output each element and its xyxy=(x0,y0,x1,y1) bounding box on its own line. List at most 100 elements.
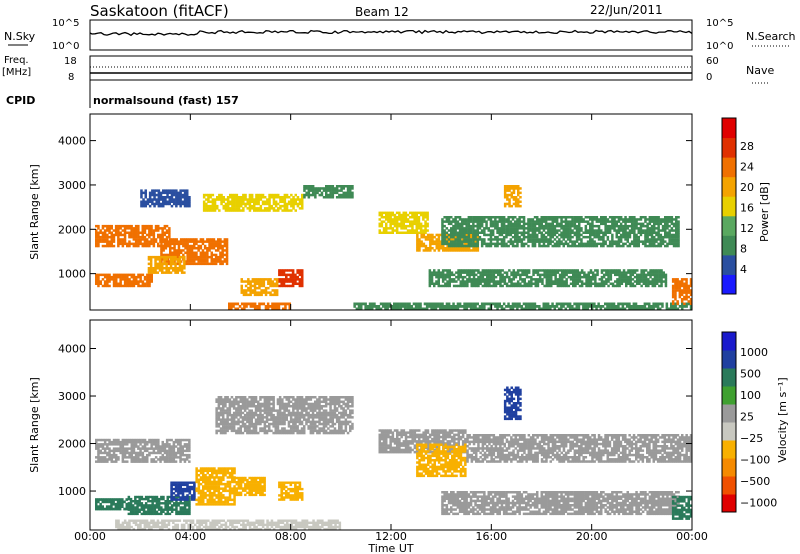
heatmap-cell xyxy=(619,238,623,241)
heatmap-cell xyxy=(656,305,660,308)
heatmap-cell xyxy=(448,273,451,277)
heatmap-cell xyxy=(176,269,179,272)
heatmap-cell xyxy=(206,498,209,502)
heatmap-cell xyxy=(215,500,218,504)
heatmap-cell xyxy=(678,280,682,283)
heatmap-cell xyxy=(496,227,499,230)
heatmap-cell xyxy=(532,278,535,281)
heatmap-cell xyxy=(562,244,565,248)
heatmap-cell xyxy=(498,242,501,246)
heatmap-cell xyxy=(618,269,621,272)
heatmap-cell xyxy=(629,271,632,274)
heatmap-cell xyxy=(641,224,645,228)
heatmap-cell xyxy=(653,275,657,279)
heatmap-cell xyxy=(226,476,230,479)
heatmap-cell xyxy=(431,247,434,250)
heatmap-cell xyxy=(385,222,388,226)
heatmap-cell xyxy=(279,204,282,208)
heatmap-cell xyxy=(112,235,116,239)
heatmap-cell xyxy=(329,193,332,197)
heatmap-cell xyxy=(604,233,607,237)
heatmap-cell xyxy=(110,244,113,248)
heatmap-cell xyxy=(209,209,212,212)
heatmap-cell xyxy=(190,253,194,257)
heatmap-cell xyxy=(217,489,221,493)
heatmap-cell xyxy=(439,271,443,274)
heatmap-cell xyxy=(132,227,136,230)
heatmap-cell xyxy=(262,282,266,285)
heatmap-cell xyxy=(147,512,150,516)
heatmap-cell xyxy=(499,269,502,272)
heatmap-cell xyxy=(437,280,440,283)
heatmap-cell xyxy=(242,289,246,292)
heatmap-cell xyxy=(298,282,302,285)
heatmap-cell xyxy=(660,271,663,274)
heatmap-cell xyxy=(278,271,281,274)
heatmap-cell xyxy=(478,238,482,241)
heatmap-cell xyxy=(142,191,145,195)
heatmap-cell xyxy=(284,302,287,306)
heatmap-cell xyxy=(166,202,169,206)
heatmap-cell xyxy=(141,229,144,232)
heatmap-cell xyxy=(397,302,400,306)
heatmap-cell xyxy=(530,278,533,281)
heatmap-cell xyxy=(547,216,550,219)
heatmap-cell xyxy=(151,200,154,203)
heatmap-cell xyxy=(137,280,140,283)
heatmap-cell xyxy=(670,218,674,221)
heatmap-cell xyxy=(580,244,583,248)
heatmap-cell xyxy=(467,240,471,243)
heatmap-cell xyxy=(262,291,266,294)
heatmap-cell xyxy=(143,242,147,246)
heatmap-cell xyxy=(644,220,647,223)
heatmap-cell xyxy=(628,220,632,223)
heatmap-cell xyxy=(209,196,212,199)
heatmap-cell xyxy=(222,487,225,490)
heatmap-cell xyxy=(483,307,486,311)
heatmap-cell xyxy=(546,302,550,306)
heatmap-cell xyxy=(668,218,671,221)
heatmap-cell xyxy=(480,229,484,232)
heatmap-cell xyxy=(609,282,613,285)
heatmap-cell xyxy=(538,278,542,281)
heatmap-cell xyxy=(589,229,592,232)
heatmap-cell xyxy=(95,235,98,239)
heatmap-cell xyxy=(177,502,180,505)
heatmap-cell xyxy=(333,189,337,192)
heatmap-cell xyxy=(533,220,537,223)
heatmap-cell xyxy=(659,235,663,239)
heatmap-cell xyxy=(627,275,630,279)
heatmap-cell xyxy=(543,273,546,277)
heatmap-cell xyxy=(229,193,232,197)
heatmap-cell xyxy=(219,500,223,504)
heatmap-cell xyxy=(575,233,579,237)
heatmap-cell xyxy=(175,204,178,208)
heatmap-cell xyxy=(117,282,120,285)
heatmap-cell xyxy=(456,220,460,223)
heatmap-cell xyxy=(179,485,182,489)
heatmap-cell xyxy=(134,233,138,237)
heatmap-cell xyxy=(448,271,451,274)
heatmap-cell xyxy=(219,476,223,479)
heatmap-cell xyxy=(514,204,518,208)
heatmap-cell xyxy=(166,242,170,246)
heatmap-cell xyxy=(413,229,416,232)
heatmap-cell xyxy=(491,233,495,237)
heatmap-cell xyxy=(647,280,650,283)
heatmap-cell xyxy=(272,198,276,201)
heatmap-cell xyxy=(202,196,206,199)
heatmap-cell xyxy=(670,305,673,308)
heatmap-cell xyxy=(228,305,231,308)
heatmap-cell xyxy=(175,189,178,192)
heatmap-cell xyxy=(174,267,177,270)
heatmap-cell xyxy=(639,216,643,219)
heatmap-cell xyxy=(166,260,170,263)
heatmap-cell xyxy=(469,238,473,241)
heatmap-cell xyxy=(134,508,137,511)
heatmap-cell xyxy=(202,207,206,210)
heatmap-cell xyxy=(501,273,504,277)
heatmap-cell xyxy=(660,282,663,285)
heatmap-cell xyxy=(241,476,245,480)
heatmap-cell xyxy=(606,244,610,248)
heatmap-cell xyxy=(291,282,295,285)
